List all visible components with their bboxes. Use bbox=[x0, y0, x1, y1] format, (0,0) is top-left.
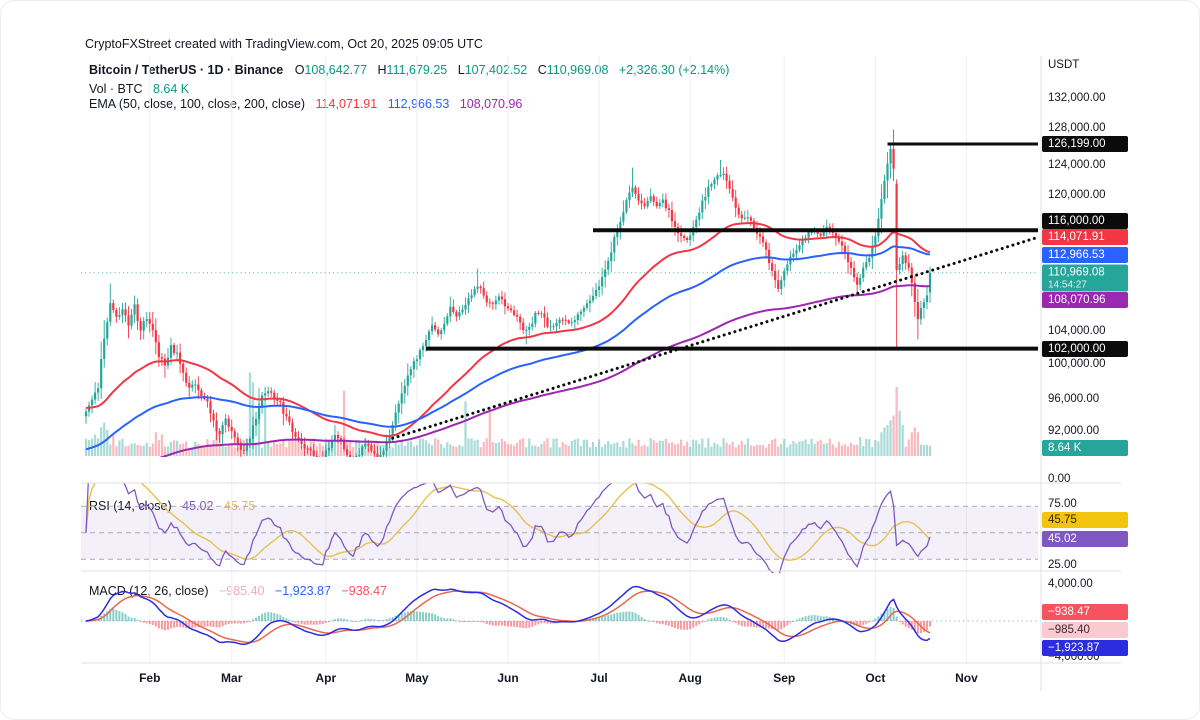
month-label: Mar bbox=[221, 671, 243, 685]
axis-badge: 112,966.53 bbox=[1042, 247, 1128, 263]
month-label: Oct bbox=[865, 671, 886, 685]
axis-tick: 0.00 bbox=[1048, 473, 1071, 485]
axis-tick: 124,000.00 bbox=[1048, 159, 1106, 171]
axis-badge: 110,969.08 14:54:27 bbox=[1042, 264, 1128, 292]
candlesticks bbox=[84, 129, 932, 457]
pane-separators bbox=[81, 56, 1121, 691]
month-label: May bbox=[405, 671, 429, 685]
macd-line bbox=[85, 585, 931, 646]
close-value: 110,969.08 bbox=[546, 63, 609, 77]
axis-tick: 96,000.00 bbox=[1048, 393, 1100, 405]
countdown-timer: 14:54:27 bbox=[1048, 279, 1087, 290]
axis-badge: 45.75 bbox=[1042, 512, 1128, 528]
key-level-lines[interactable] bbox=[426, 142, 1038, 351]
axis-badge: 108,070.96 bbox=[1042, 292, 1128, 308]
volume-value: 8.64 K bbox=[152, 82, 190, 96]
axis-badge: 114,071.91 bbox=[1042, 229, 1128, 245]
ema50-value: 114,071.91 bbox=[315, 97, 378, 111]
macd-label: MACD (12, 26, close) bbox=[89, 584, 209, 598]
symbol-title: Bitcoin / TetherUS · 1D · Binance bbox=[89, 63, 284, 77]
ema-legend[interactable]: EMA (50, close, 100, close, 200, close) … bbox=[89, 97, 522, 111]
change-value: +2,326.30 (+2.14%) bbox=[618, 63, 730, 77]
month-label: Aug bbox=[678, 671, 702, 685]
axis-badge: −1,923.87 bbox=[1042, 640, 1128, 656]
macd-pane bbox=[81, 585, 1038, 646]
volume-legend[interactable]: Vol · BTC 8.64 K bbox=[89, 82, 189, 96]
axis-tick: 25.00 bbox=[1048, 559, 1077, 571]
month-label: Jun bbox=[497, 671, 519, 685]
ema-label: EMA (50, close, 100, close, 200, close) bbox=[89, 97, 306, 111]
axis-tick: 92,000.00 bbox=[1048, 425, 1100, 437]
axis-currency-label: USDT bbox=[1048, 59, 1080, 71]
axis-badge: 102,000.00 bbox=[1042, 341, 1128, 357]
month-label: Nov bbox=[955, 671, 978, 685]
axis-tick: 75.00 bbox=[1048, 498, 1077, 510]
axis-tick: 128,000.00 bbox=[1048, 122, 1106, 134]
month-label: Apr bbox=[315, 671, 337, 685]
axis-badge: 126,199.00 bbox=[1042, 136, 1128, 152]
open-value: 108,642.77 bbox=[304, 63, 368, 77]
volume-label: Vol · BTC bbox=[89, 82, 143, 96]
volume-bars bbox=[84, 372, 932, 456]
ema-lines bbox=[85, 221, 931, 457]
close-label: C bbox=[537, 63, 547, 77]
ema50-line bbox=[85, 221, 931, 438]
axis-tick: 120,000.00 bbox=[1048, 189, 1106, 201]
rsi-lines bbox=[85, 483, 931, 573]
axis-tick: 100,000.00 bbox=[1048, 358, 1106, 370]
month-label: Jul bbox=[590, 671, 608, 685]
low-label: L bbox=[457, 63, 465, 77]
ema100-line bbox=[85, 245, 931, 451]
macd-line-value: −1,923.87 bbox=[275, 584, 331, 598]
rsi-line bbox=[85, 483, 931, 573]
axis-badge: 116,000.00 bbox=[1042, 213, 1128, 229]
macd-signal-line bbox=[85, 590, 931, 644]
macd-hist-value: −985.40 bbox=[218, 584, 265, 598]
high-label: H bbox=[377, 63, 387, 77]
trendline[interactable] bbox=[391, 236, 1038, 440]
low-value: 107,402.52 bbox=[464, 63, 528, 77]
open-label: O bbox=[294, 63, 305, 77]
axis-badge: 8.64 K bbox=[1042, 440, 1128, 456]
month-label: Sep bbox=[773, 671, 796, 685]
symbol-legend[interactable]: Bitcoin / TetherUS · 1D · Binance O108,6… bbox=[89, 63, 729, 77]
ema200-value: 108,070.96 bbox=[459, 97, 523, 111]
ema100-value: 112,966.53 bbox=[387, 97, 450, 111]
axis-tick: 132,000.00 bbox=[1048, 92, 1106, 104]
attribution-text: CryptoFXStreet created with TradingView.… bbox=[85, 37, 483, 51]
macd-legend[interactable]: MACD (12, 26, close) −985.40 −1,923.87 −… bbox=[89, 584, 387, 598]
ema200-line bbox=[159, 284, 931, 457]
macd-signal-value: −938.47 bbox=[341, 584, 387, 598]
axis-badge: 45.02 bbox=[1042, 531, 1128, 547]
month-label: Feb bbox=[139, 671, 161, 685]
axis-tick: 4,000.00 bbox=[1048, 578, 1093, 590]
axis-badge: −985.40 bbox=[1042, 622, 1128, 638]
rsi-value: 45.02 bbox=[182, 499, 214, 513]
axis-tick: 104,000.00 bbox=[1048, 325, 1106, 337]
month-gridlines bbox=[149, 56, 967, 663]
axis-badge: −938.47 bbox=[1042, 604, 1128, 620]
